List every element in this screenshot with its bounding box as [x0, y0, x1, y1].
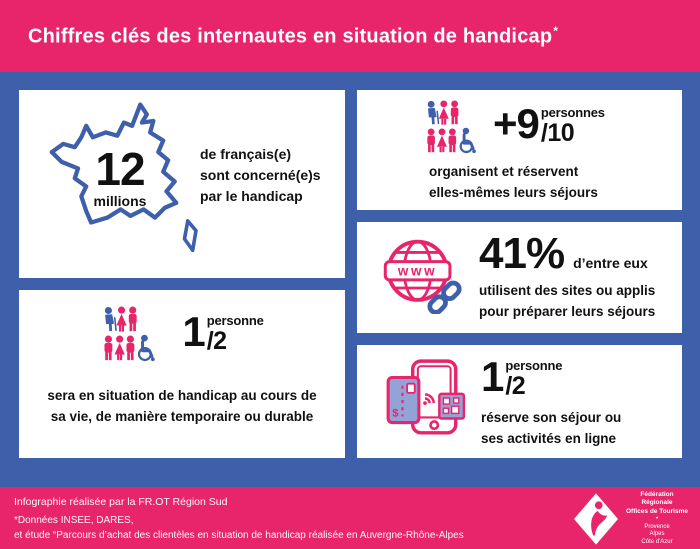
book-big-number: 1	[481, 353, 504, 400]
nine-big-number: +9	[493, 100, 540, 147]
stat-line: organisent et réservent	[429, 164, 579, 179]
half-stat-row: 1 personne /2	[19, 304, 345, 362]
half-big-number: 1	[182, 308, 205, 355]
web-stat-block: 41% d’entre eux utilisent des sites ou a…	[479, 229, 655, 323]
card-one-in-two-booking: $ 1 personne /2 réserve son séjour ou se…	[357, 345, 682, 458]
stat-line: elles-mêmes leurs séjours	[429, 184, 598, 200]
half-unit-label: personne	[206, 313, 264, 328]
logo-separator: •	[655, 516, 659, 523]
nine-stat-row: +9 personnes /10	[423, 98, 605, 154]
logo-region-line: Alpes	[649, 531, 665, 538]
book-number-side: personne /2	[505, 359, 562, 399]
stat-line: par le handicap	[200, 188, 303, 204]
half-number-side: personne /2	[207, 314, 264, 354]
people-group-icon	[103, 305, 157, 362]
half-fraction: /2	[206, 327, 227, 355]
logo-org-line: Fédération Régionale	[640, 491, 674, 507]
frot-logo-icon	[574, 493, 618, 545]
half-stat-text: sera en situation de handicap au cours d…	[19, 386, 345, 428]
book-stat-block: 1 personne /2 réserve son séjour ou ses …	[481, 353, 621, 450]
half-number-group: 1 personne /2	[182, 308, 264, 355]
france-number-unit: millions	[93, 192, 147, 209]
stat-line: ses activités en ligne	[481, 430, 617, 446]
nine-fraction: /10	[540, 119, 575, 147]
book-unit-label: personne	[505, 358, 563, 373]
web-stat-text: utilisent des sites ou applis pour prépa…	[479, 281, 655, 323]
card-france-stat: 12 millions de français(e) sont concerné…	[19, 90, 345, 278]
book-number-group: 1 personne /2	[481, 353, 621, 400]
phone-wrap: $	[381, 355, 469, 441]
people-group-icon	[425, 98, 478, 154]
nine-unit-label: personnes	[540, 105, 605, 120]
phone-payment-icon: $	[386, 359, 466, 435]
logo-region-line: Provence	[644, 523, 670, 530]
card-one-in-two-life: 1 personne /2 sera en situation de handi…	[19, 290, 345, 458]
france-stat-text: de français(e) sont concerné(e)s par le …	[200, 144, 321, 207]
book-stat-text: réserve son séjour ou ses activités en l…	[481, 408, 621, 450]
stat-line: de français(e)	[200, 146, 292, 162]
frot-logo: Fédération Régionale Offices de Tourisme…	[574, 491, 690, 547]
nine-number-group: +9 personnes /10	[493, 100, 605, 154]
page-title-text: Chiffres clés des internautes en situati…	[28, 25, 553, 48]
stat-line: sera en situation de handicap au cours d…	[47, 388, 317, 403]
nine-stat-text: organisent et réservent elles-mêmes leur…	[429, 162, 598, 204]
card-nine-in-ten: +9 personnes /10 organisent et réservent…	[357, 90, 682, 210]
frot-logo-text: Fédération Régionale Offices de Tourisme…	[624, 491, 690, 547]
card-forty-one-percent: www 41% d’entre eux utilisent des sites …	[357, 222, 682, 333]
logo-region-line: Côte d'Azur	[641, 539, 673, 546]
france-big-number: 12	[95, 143, 145, 195]
stat-line: réserve son séjour ou	[481, 410, 622, 425]
pct-suffix: d’entre eux	[573, 255, 648, 271]
footer-credit: Infographie réalisée par la FR.OT Région…	[14, 496, 228, 508]
logo-org-line: Offices de Tourisme	[625, 507, 688, 515]
globe-www-link-icon: www	[383, 239, 462, 314]
pct-big-number: 41%	[479, 229, 565, 278]
stat-line: sont concerné(e)s	[200, 167, 321, 183]
france-map-icon	[49, 102, 198, 253]
france-map-wrap: 12 millions	[43, 98, 231, 270]
france-number-block: 12 millions	[70, 143, 170, 209]
footer-source-2: et étude “Parcours d’achat des clientèle…	[14, 530, 464, 541]
footer-band: Infographie réalisée par la FR.OT Région…	[0, 487, 700, 549]
globe-wrap: www	[381, 234, 465, 314]
header-band: Chiffres clés des internautes en situati…	[0, 0, 700, 72]
stat-line: sa vie, de manière temporaire ou durable	[50, 408, 314, 424]
stat-line: utilisent des sites ou applis	[479, 282, 656, 298]
book-fraction: /2	[505, 372, 526, 400]
globe-www-text: www	[397, 264, 437, 279]
dollar-glyph: $	[392, 407, 399, 419]
stat-line: pour préparer leurs séjours	[479, 303, 656, 319]
nine-number-side: personnes /10	[541, 106, 605, 146]
pct-number-group: 41% d’entre eux	[479, 229, 655, 278]
footnote-marker: *	[553, 23, 559, 38]
link-icon	[427, 280, 462, 314]
footer-source-1: *Données INSEE, DARES,	[14, 515, 134, 526]
page-title: Chiffres clés des internautes en situati…	[28, 24, 558, 49]
